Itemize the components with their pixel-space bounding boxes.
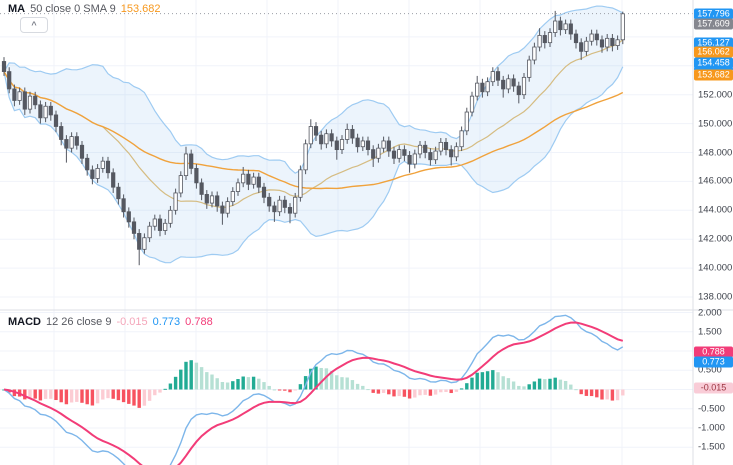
price-label-ma: 153.682 <box>694 69 733 80</box>
bollinger-lower-line <box>3 66 624 264</box>
collapse-pane-button[interactable]: ^ <box>20 17 48 33</box>
price-label-bb: 157.796 <box>694 8 733 20</box>
price-axis-tick: 146.000 <box>698 175 733 187</box>
macd-line-value: 0.773 <box>152 316 181 328</box>
price-axis-tick: 148.000 <box>698 147 733 158</box>
price-axis-tick: 152.000 <box>698 89 733 101</box>
price-label-bb: 154.458 <box>694 57 733 68</box>
chevron-up-icon: ^ <box>31 19 37 30</box>
price-axis-tick: 144.000 <box>698 204 733 216</box>
price-axis-tick: 138.000 <box>698 291 733 303</box>
macd-axis-tick: 1.500 <box>698 326 722 338</box>
ma-50-line <box>3 71 624 190</box>
macd-value-label-macd: 0.773 <box>694 356 733 368</box>
macd-pane <box>2 314 625 465</box>
macd-histogram-value: -0.015 <box>116 316 148 328</box>
indicator-name: MACD <box>8 316 41 328</box>
ma-current-value: 153.682 <box>120 3 161 15</box>
macd-signal-value: 0.788 <box>185 316 213 328</box>
indicator-name: MA <box>8 3 26 15</box>
candlestick-series <box>1 10 625 266</box>
macd-axis-tick: 2.000 <box>698 307 722 318</box>
macd-signal-line <box>3 321 624 465</box>
ma-indicator-legend[interactable]: MA 50 close 0 SMA 9 153.682 <box>8 3 160 15</box>
price-axis-tick: 140.000 <box>698 262 733 274</box>
macd-axis-tick: -1.000 <box>698 422 725 434</box>
macd-value-label-signal: 0.788 <box>694 346 733 358</box>
bollinger-upper-line <box>3 5 624 174</box>
macd-axis-tick: -1.500 <box>698 441 725 453</box>
price-pane <box>0 5 693 266</box>
indicator-params: 12 26 close 9 <box>46 316 112 328</box>
macd-indicator-legend[interactable]: MACD 12 26 close 9 -0.015 0.773 0.788 <box>8 316 213 328</box>
price-label-bb: 156.127 <box>694 37 733 48</box>
macd-axis-tick: -0.500 <box>698 403 725 415</box>
macd-line <box>3 314 624 465</box>
price-label-ma: 156.062 <box>694 46 733 58</box>
price-label-last: 157.609 <box>694 18 733 29</box>
price-axis-tick: 142.000 <box>698 233 733 245</box>
gridlines <box>0 0 693 465</box>
bollinger-band-area <box>4 6 623 263</box>
price-axis-tick: 150.000 <box>698 118 733 130</box>
macd-histogram <box>2 360 625 408</box>
macd-axis-tick: 0.500 <box>698 364 722 376</box>
indicator-params: 50 close 0 SMA 9 <box>30 3 116 15</box>
macd-value-label-hist: -0.015 <box>694 382 733 394</box>
